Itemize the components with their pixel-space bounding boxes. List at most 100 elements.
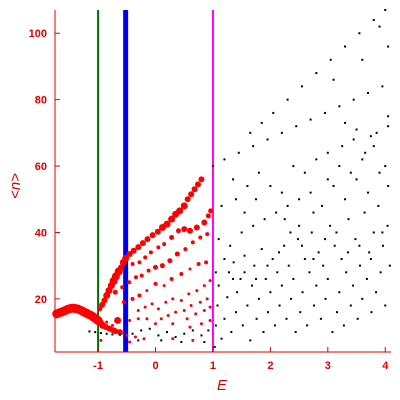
data-point [88,330,91,333]
data-point [171,337,175,341]
data-point [207,329,210,332]
data-point [112,328,119,335]
data-point [370,311,373,314]
x-tick-label: 0 [152,360,158,372]
data-point [143,305,147,309]
data-point [162,284,166,288]
data-point [216,304,219,307]
data-point [191,186,198,193]
data-point [137,293,142,298]
data-point [208,208,214,214]
data-point [301,291,304,294]
data-point [303,258,306,261]
data-point [164,300,168,304]
data-point [232,178,235,181]
data-point [175,228,181,234]
data-point [205,232,210,237]
data-point [338,291,341,294]
data-point [378,171,381,174]
data-point [105,320,109,324]
data-point [130,296,135,301]
data-point [322,264,325,267]
data-point [118,333,121,336]
data-point [378,25,381,28]
data-point [255,317,258,320]
data-point [246,304,249,307]
data-point [384,304,387,307]
data-point [345,271,348,274]
data-point [160,339,163,342]
data-point [338,165,341,168]
data-point [190,240,195,245]
data-point [174,336,177,339]
data-point [367,191,370,194]
data-point [200,334,203,337]
data-point [257,297,260,300]
data-point [352,284,355,287]
data-point [149,232,156,239]
data-point [355,178,358,181]
data-point [171,297,175,301]
data-point [287,264,290,267]
data-point [176,207,184,215]
data-point [220,337,223,340]
data-point [349,171,352,174]
data-point [166,313,170,317]
data-point [342,324,345,327]
data-point [292,165,295,168]
data-point [333,244,336,247]
data-point [232,261,235,264]
data-point [142,337,146,341]
data-point [253,264,256,267]
data-point [255,198,258,201]
data-point [375,131,378,134]
data-point [128,340,132,344]
data-point [213,346,216,349]
data-point [153,281,158,286]
data-point [384,165,387,168]
data-point [198,300,202,304]
data-point [352,98,355,101]
data-point [386,224,389,227]
data-point [193,224,200,231]
data-point [278,251,280,254]
data-point [194,312,198,316]
data-point [298,224,301,227]
data-point [354,238,357,241]
data-point [159,263,165,269]
data-point [239,277,242,280]
data-point [344,121,347,124]
data-point [294,331,297,334]
data-point [168,215,176,223]
data-point [174,251,180,257]
data-point [182,308,186,312]
x-tick-label: 2 [267,360,273,372]
data-point [346,251,349,254]
data-point [148,327,151,330]
data-point [130,262,135,267]
data-points [52,9,391,349]
data-point [140,329,143,332]
data-point [148,250,153,255]
data-point [367,92,370,95]
data-point [255,277,258,280]
data-point [131,332,134,335]
data-point [361,297,364,300]
data-point [188,191,195,198]
data-point [137,260,142,265]
data-point [208,305,212,309]
data-point [387,45,390,48]
data-point [324,297,327,300]
data-point [332,78,335,81]
data-point [169,234,175,240]
data-point [299,311,302,314]
data-point [199,322,203,326]
data-point [133,275,138,280]
data-point [243,254,246,257]
data-point [335,231,338,234]
data-point [243,271,246,274]
data-point [286,204,289,207]
data-point [187,292,191,296]
data-point [112,289,118,295]
